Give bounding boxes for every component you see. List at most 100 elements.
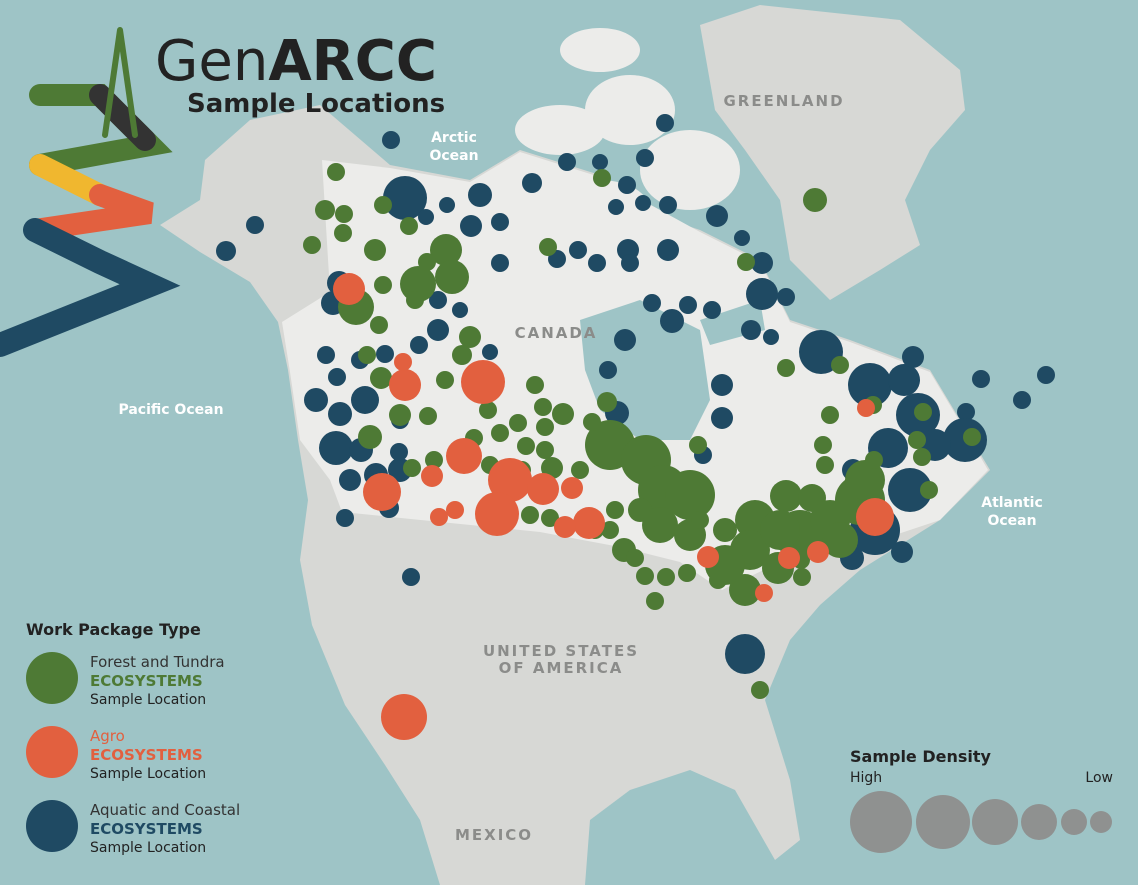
sample-marker xyxy=(536,418,554,436)
sample-marker xyxy=(439,197,455,213)
sample-marker xyxy=(339,469,361,491)
sample-marker xyxy=(908,431,926,449)
legend-title: Work Package Type xyxy=(26,620,201,639)
sample-marker xyxy=(381,694,427,740)
sample-marker xyxy=(475,492,519,536)
arctic-islands xyxy=(490,28,740,240)
sample-marker xyxy=(816,456,834,474)
subtitle: Sample Locations xyxy=(187,89,445,119)
sample-marker xyxy=(383,176,427,220)
sample-marker xyxy=(1037,366,1055,384)
sample-marker xyxy=(599,361,617,379)
island xyxy=(515,105,605,155)
ocean-label: Ocean xyxy=(429,148,478,164)
legend-swatch xyxy=(26,800,78,852)
sample-marker xyxy=(657,239,679,261)
sample-marker xyxy=(601,521,619,539)
logo-tree xyxy=(102,27,138,138)
sample-marker xyxy=(972,370,990,388)
legend-detail: Sample Location xyxy=(90,766,206,782)
sample-marker xyxy=(526,376,544,394)
sample-marker xyxy=(561,477,583,499)
sample-marker xyxy=(891,541,913,563)
sample-marker xyxy=(763,329,779,345)
sample-marker xyxy=(597,392,617,412)
sample-marker xyxy=(697,546,719,568)
sample-marker xyxy=(461,360,505,404)
density-circles xyxy=(850,791,1112,853)
sample-marker xyxy=(400,217,418,235)
sample-marker xyxy=(509,414,527,432)
logo xyxy=(0,27,181,357)
logo-stripe xyxy=(29,154,111,206)
density-circle xyxy=(972,799,1018,845)
legend-swatch xyxy=(26,726,78,778)
sample-marker xyxy=(593,169,611,187)
sample-marker xyxy=(741,320,761,340)
sample-marker xyxy=(656,114,674,132)
island xyxy=(550,180,650,240)
sample-marker xyxy=(459,326,481,348)
title-prefix: Gen xyxy=(155,29,268,94)
sample-marker xyxy=(711,374,733,396)
sample-marker xyxy=(635,195,651,211)
sample-marker xyxy=(468,183,492,207)
sample-marker xyxy=(370,316,388,334)
sample-marker xyxy=(821,406,839,424)
island xyxy=(585,75,675,145)
sample-marker xyxy=(403,459,421,477)
sample-marker xyxy=(333,273,365,305)
sample-marker xyxy=(706,205,728,227)
sample-marker xyxy=(327,163,345,181)
sample-marker xyxy=(491,424,509,442)
sample-marker xyxy=(552,403,574,425)
sample-marker xyxy=(216,241,236,261)
sample-marker xyxy=(491,213,509,231)
country-label: MEXICO xyxy=(455,826,533,844)
island xyxy=(560,28,640,72)
sample-marker xyxy=(902,346,924,368)
sample-marker xyxy=(888,468,932,512)
sample-marker xyxy=(317,346,335,364)
sample-marker xyxy=(517,437,535,455)
sample-marker xyxy=(678,564,696,582)
ocean-label: Pacific Ocean xyxy=(118,402,223,418)
sample-marker xyxy=(436,371,454,389)
sample-marker xyxy=(328,402,352,426)
density-circle xyxy=(850,791,912,853)
sample-marker xyxy=(491,254,509,272)
sample-marker xyxy=(588,254,606,272)
sample-marker xyxy=(865,451,883,469)
sample-marker xyxy=(558,153,576,171)
sample-marker xyxy=(659,196,677,214)
sample-marker xyxy=(394,353,412,371)
sample-marker xyxy=(614,329,636,351)
sample-marker xyxy=(336,509,354,527)
density-circle xyxy=(916,795,970,849)
sample-marker xyxy=(636,149,654,167)
sample-marker xyxy=(482,344,498,360)
sample-marker xyxy=(751,681,769,699)
sample-marker xyxy=(583,413,601,431)
sample-marker xyxy=(626,549,644,567)
sample-marker xyxy=(618,176,636,194)
sample-marker xyxy=(430,508,448,526)
sample-marker xyxy=(303,236,321,254)
legend-name: Aquatic and Coastal xyxy=(90,801,240,819)
sample-marker xyxy=(374,196,392,214)
sample-marker xyxy=(755,584,773,602)
sample-marker xyxy=(358,346,376,364)
sample-marker xyxy=(608,199,624,215)
legend-category: ECOSYSTEMS xyxy=(90,820,203,838)
sample-marker xyxy=(913,448,931,466)
ocean-label: Arctic xyxy=(431,130,477,146)
sample-marker xyxy=(569,241,587,259)
sample-marker xyxy=(351,386,379,414)
sample-marker xyxy=(856,498,894,536)
sample-marker xyxy=(246,216,264,234)
country-label: UNITED STATES xyxy=(483,642,639,660)
sample-marker xyxy=(751,252,773,274)
sample-marker xyxy=(778,547,800,569)
sample-marker xyxy=(592,154,608,170)
